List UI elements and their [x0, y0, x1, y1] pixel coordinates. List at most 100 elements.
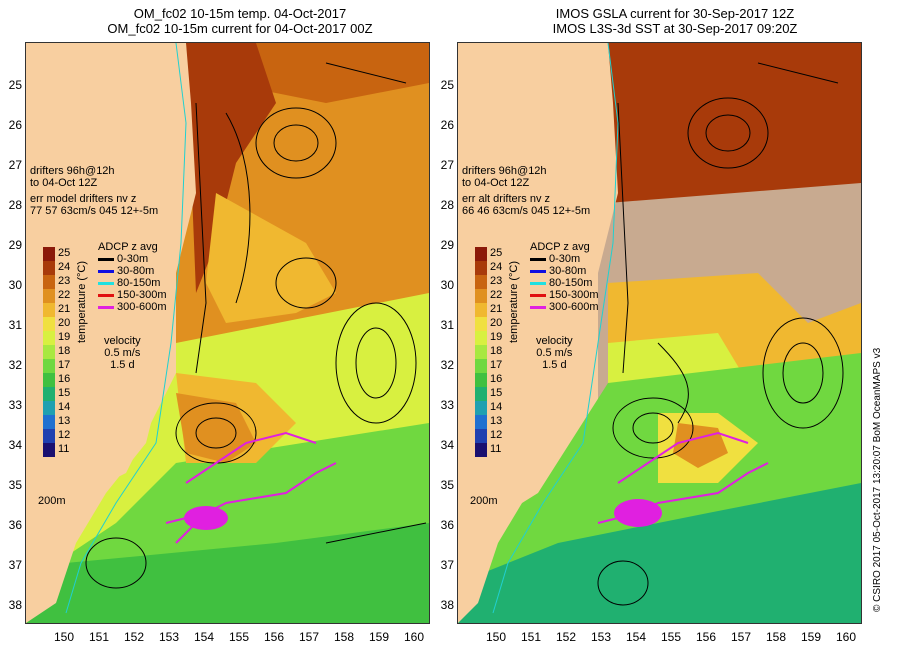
right-velocity-legend: velocity 0.5 m/s 1.5 d [536, 335, 573, 371]
left-velocity-line3: 1.5 d [110, 359, 135, 371]
y-tick-label: 28 [440, 198, 454, 212]
adcp-legend-label: 150-300m [549, 289, 599, 301]
adcp-legend-item: 80-150m [530, 277, 599, 289]
adcp-line-swatch [98, 257, 114, 261]
adcp-legend-label: 80-150m [117, 277, 161, 289]
x-tick-label: 152 [123, 630, 145, 644]
colorbar-label: 15 [490, 387, 503, 399]
colorbar-label: 22 [58, 289, 71, 301]
left-map-panel: drifters 96h@12h to 04-Oct 12Z err model… [25, 42, 430, 624]
y-tick-label: 29 [440, 238, 454, 252]
colorbar-segment [43, 331, 55, 345]
colorbar-label: 24 [490, 261, 503, 273]
colorbar-segment [475, 261, 487, 275]
right-adcp-title: ADCP z avg [530, 241, 590, 253]
left-depth-label: 200m [38, 495, 66, 507]
y-tick-label: 33 [8, 398, 22, 412]
x-tick-label: 155 [228, 630, 250, 644]
colorbar-segment [475, 415, 487, 429]
adcp-line-swatch [530, 257, 546, 261]
y-tick-label: 27 [440, 158, 454, 172]
y-tick-label: 36 [8, 518, 22, 532]
colorbar-label: 25 [58, 247, 71, 259]
adcp-line-swatch [98, 281, 114, 285]
left-velocity-line1: velocity [104, 335, 141, 347]
left-adcp-title: ADCP z avg [98, 241, 158, 253]
adcp-line-swatch [98, 293, 114, 297]
colorbar-segment [43, 247, 55, 261]
colorbar-label: 13 [490, 415, 503, 427]
x-tick-label: 156 [263, 630, 285, 644]
y-tick-label: 33 [440, 398, 454, 412]
left-colorbar [43, 247, 55, 457]
y-tick-label: 32 [440, 358, 454, 372]
colorbar-segment [43, 429, 55, 443]
y-tick-label: 36 [440, 518, 454, 532]
colorbar-label: 19 [58, 331, 71, 343]
right-map-panel: drifters 96h@12h to 04-Oct 12Z err alt d… [457, 42, 862, 624]
adcp-legend-label: 80-150m [549, 277, 593, 289]
x-tick-label: 155 [660, 630, 682, 644]
adcp-line-swatch [530, 281, 546, 285]
y-tick-label: 30 [440, 278, 454, 292]
colorbar-label: 13 [58, 415, 71, 427]
x-tick-label: 159 [800, 630, 822, 644]
adcp-legend-item: 30-80m [530, 265, 599, 277]
left-drifters-line1: drifters 96h@12h [30, 165, 115, 177]
y-tick-label: 37 [8, 558, 22, 572]
colorbar-segment [475, 345, 487, 359]
x-tick-label: 151 [88, 630, 110, 644]
left-adcp-legend: ADCP z avg 0-30m 30-80m 80-150m 150-300m 300… [98, 241, 167, 313]
colorbar-label: 23 [490, 275, 503, 287]
colorbar-label: 15 [58, 387, 71, 399]
adcp-legend-item: 80-150m [98, 277, 167, 289]
right-err-line1: err alt drifters nv z [462, 193, 551, 205]
x-tick-label: 158 [333, 630, 355, 644]
y-tick-label: 28 [8, 198, 22, 212]
colorbar-segment [475, 331, 487, 345]
colorbar-label: 22 [490, 289, 503, 301]
colorbar-label: 18 [490, 345, 503, 357]
right-map-title: IMOS GSLA current for 30-Sep-2017 12Z IM… [455, 6, 895, 36]
x-tick-label: 158 [765, 630, 787, 644]
y-tick-label: 25 [8, 78, 22, 92]
adcp-legend-label: 30-80m [117, 265, 155, 277]
left-err-line2: 77 57 63cm/s 045 12+-5m [30, 205, 159, 217]
colorbar-segment [43, 373, 55, 387]
x-tick-label: 150 [485, 630, 507, 644]
right-velocity-line3: 1.5 d [542, 359, 567, 371]
y-tick-label: 30 [8, 278, 22, 292]
left-drifters-line2: to 04-Oct 12Z [30, 177, 98, 189]
y-tick-label: 38 [440, 598, 454, 612]
colorbar-label: 20 [58, 317, 71, 329]
y-tick-label: 31 [440, 318, 454, 332]
adcp-line-swatch [530, 293, 546, 297]
adcp-line-swatch [530, 269, 546, 273]
adcp-line-swatch [98, 305, 114, 309]
x-tick-label: 160 [403, 630, 425, 644]
x-tick-label: 160 [835, 630, 857, 644]
colorbar-segment [43, 387, 55, 401]
y-tick-label: 29 [8, 238, 22, 252]
right-title-line1: IMOS GSLA current for 30-Sep-2017 12Z [555, 6, 795, 21]
colorbar-segment [43, 345, 55, 359]
colorbar-segment [43, 359, 55, 373]
colorbar-label: 17 [58, 359, 71, 371]
right-err-line2: 66 46 63cm/s 045 12+-5m [462, 205, 591, 217]
colorbar-segment [475, 359, 487, 373]
colorbar-segment [475, 401, 487, 415]
colorbar-segment [43, 261, 55, 275]
colorbar-label: 25 [490, 247, 503, 259]
adcp-legend-label: 300-600m [117, 301, 167, 313]
adcp-legend-item: 300-600m [98, 301, 167, 313]
colorbar-segment [475, 289, 487, 303]
colorbar-segment [475, 275, 487, 289]
adcp-legend-label: 150-300m [117, 289, 167, 301]
adcp-legend-item: 150-300m [98, 289, 167, 301]
y-tick-label: 38 [8, 598, 22, 612]
adcp-line-swatch [98, 269, 114, 273]
left-title-line1: OM_fc02 10-15m temp. 04-Oct-2017 [133, 6, 347, 21]
colorbar-label: 19 [490, 331, 503, 343]
colorbar-segment [43, 443, 55, 457]
colorbar-label: 21 [490, 303, 503, 315]
